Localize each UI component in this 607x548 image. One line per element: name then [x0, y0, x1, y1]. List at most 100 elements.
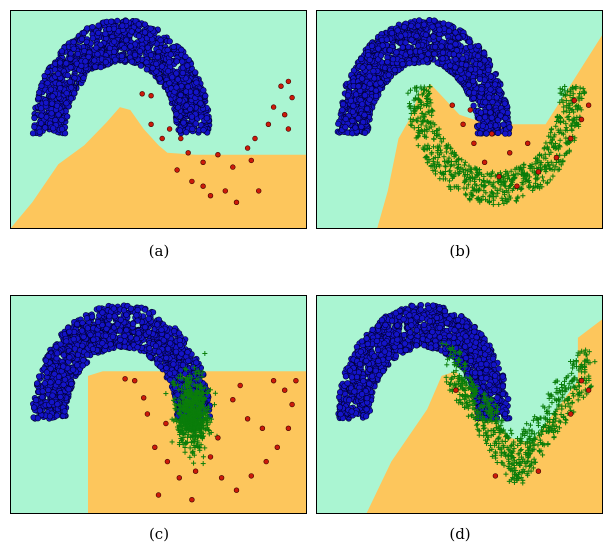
class-a-point [184, 348, 191, 356]
class-a-point [73, 321, 81, 328]
class-a-point [83, 38, 90, 46]
class-a-point [189, 125, 196, 133]
class-a-point [114, 321, 121, 328]
class-a-point [123, 311, 130, 318]
class-a-point [90, 336, 97, 343]
class-a-point [135, 21, 142, 28]
class-a-point [487, 109, 494, 116]
class-a-point [183, 129, 190, 136]
class-b-point [282, 111, 288, 118]
plot-b [316, 10, 603, 229]
generated-point [423, 123, 429, 129]
class-a-point [388, 30, 395, 37]
class-b-point [185, 150, 191, 156]
class-a-point [485, 66, 492, 73]
class-a-point [193, 89, 200, 96]
class-a-point [370, 68, 377, 75]
class-a-point [65, 386, 72, 393]
generated-point [563, 108, 569, 114]
class-a-point [121, 343, 128, 350]
class-a-point [83, 315, 90, 322]
class-a-point [391, 66, 398, 74]
class-a-point [97, 64, 104, 71]
generated-point [517, 167, 523, 173]
class-a-point [74, 50, 81, 58]
class-b-point [222, 188, 229, 194]
class-b-point [148, 121, 154, 128]
class-a-point [425, 50, 432, 58]
class-a-point [397, 33, 404, 40]
class-a-point [127, 43, 134, 50]
class-a-point [109, 333, 116, 340]
class-a-point [179, 58, 186, 65]
class-a-point [455, 34, 462, 41]
class-a-point [445, 21, 452, 28]
class-a-point [43, 369, 51, 376]
class-a-point [420, 21, 428, 28]
class-b-point [568, 135, 574, 142]
class-a-point [497, 112, 504, 119]
generated-point [461, 173, 467, 179]
class-a-point [174, 76, 181, 83]
generated-point [430, 108, 436, 114]
class-b-point [270, 104, 277, 110]
class-a-point [83, 25, 91, 32]
class-b-point [449, 102, 456, 108]
generated-point [561, 118, 567, 124]
class-a-point [408, 22, 415, 29]
class-a-point [452, 56, 459, 63]
class-a-point [63, 90, 70, 97]
class-b-point [139, 91, 145, 97]
class-a-point [103, 325, 110, 333]
class-a-point [358, 123, 365, 130]
class-a-point [145, 329, 152, 336]
class-a-point [414, 22, 422, 29]
class-b-point [507, 150, 513, 156]
class-a-point [170, 361, 177, 368]
generated-point [547, 177, 553, 183]
class-a-point [447, 62, 454, 69]
class-a-point [379, 42, 386, 49]
generated-point [579, 95, 585, 101]
class-b-point [535, 169, 542, 175]
class-a-point [107, 341, 114, 348]
class-a-point [49, 125, 57, 132]
class-a-point [61, 376, 69, 383]
class-a-point [111, 313, 118, 320]
generated-point [423, 111, 429, 117]
class-a-point [502, 114, 509, 122]
class-a-point [158, 326, 165, 334]
class-a-point [452, 29, 459, 36]
generated-point [530, 187, 536, 193]
class-a-point [61, 130, 69, 137]
class-a-point [121, 44, 128, 52]
class-a-point [89, 345, 97, 353]
class-a-point [352, 124, 359, 131]
class-a-point [399, 44, 406, 51]
generated-point [561, 104, 567, 110]
class-a-point [118, 52, 125, 60]
class-a-point [363, 105, 371, 112]
class-a-point [430, 33, 437, 40]
class-a-point [97, 41, 104, 49]
generated-point [462, 159, 468, 165]
plot-a [10, 10, 307, 229]
class-a-point [142, 324, 149, 331]
class-b-point [278, 83, 284, 89]
class-a-point [128, 28, 135, 35]
class-a-point [74, 362, 81, 369]
class-a-point [466, 38, 473, 45]
class-a-point [152, 342, 159, 350]
class-a-point [347, 97, 355, 104]
class-b-point [215, 152, 221, 158]
class-a-point [108, 18, 115, 25]
class-a-point [31, 123, 38, 131]
class-a-point [67, 64, 74, 71]
class-a-point [394, 27, 401, 34]
class-a-point [178, 350, 185, 357]
class-a-point [452, 64, 459, 71]
class-a-point [372, 87, 380, 94]
class-a-point [349, 108, 356, 115]
class-a-point [339, 106, 346, 114]
class-a-point [366, 73, 373, 80]
